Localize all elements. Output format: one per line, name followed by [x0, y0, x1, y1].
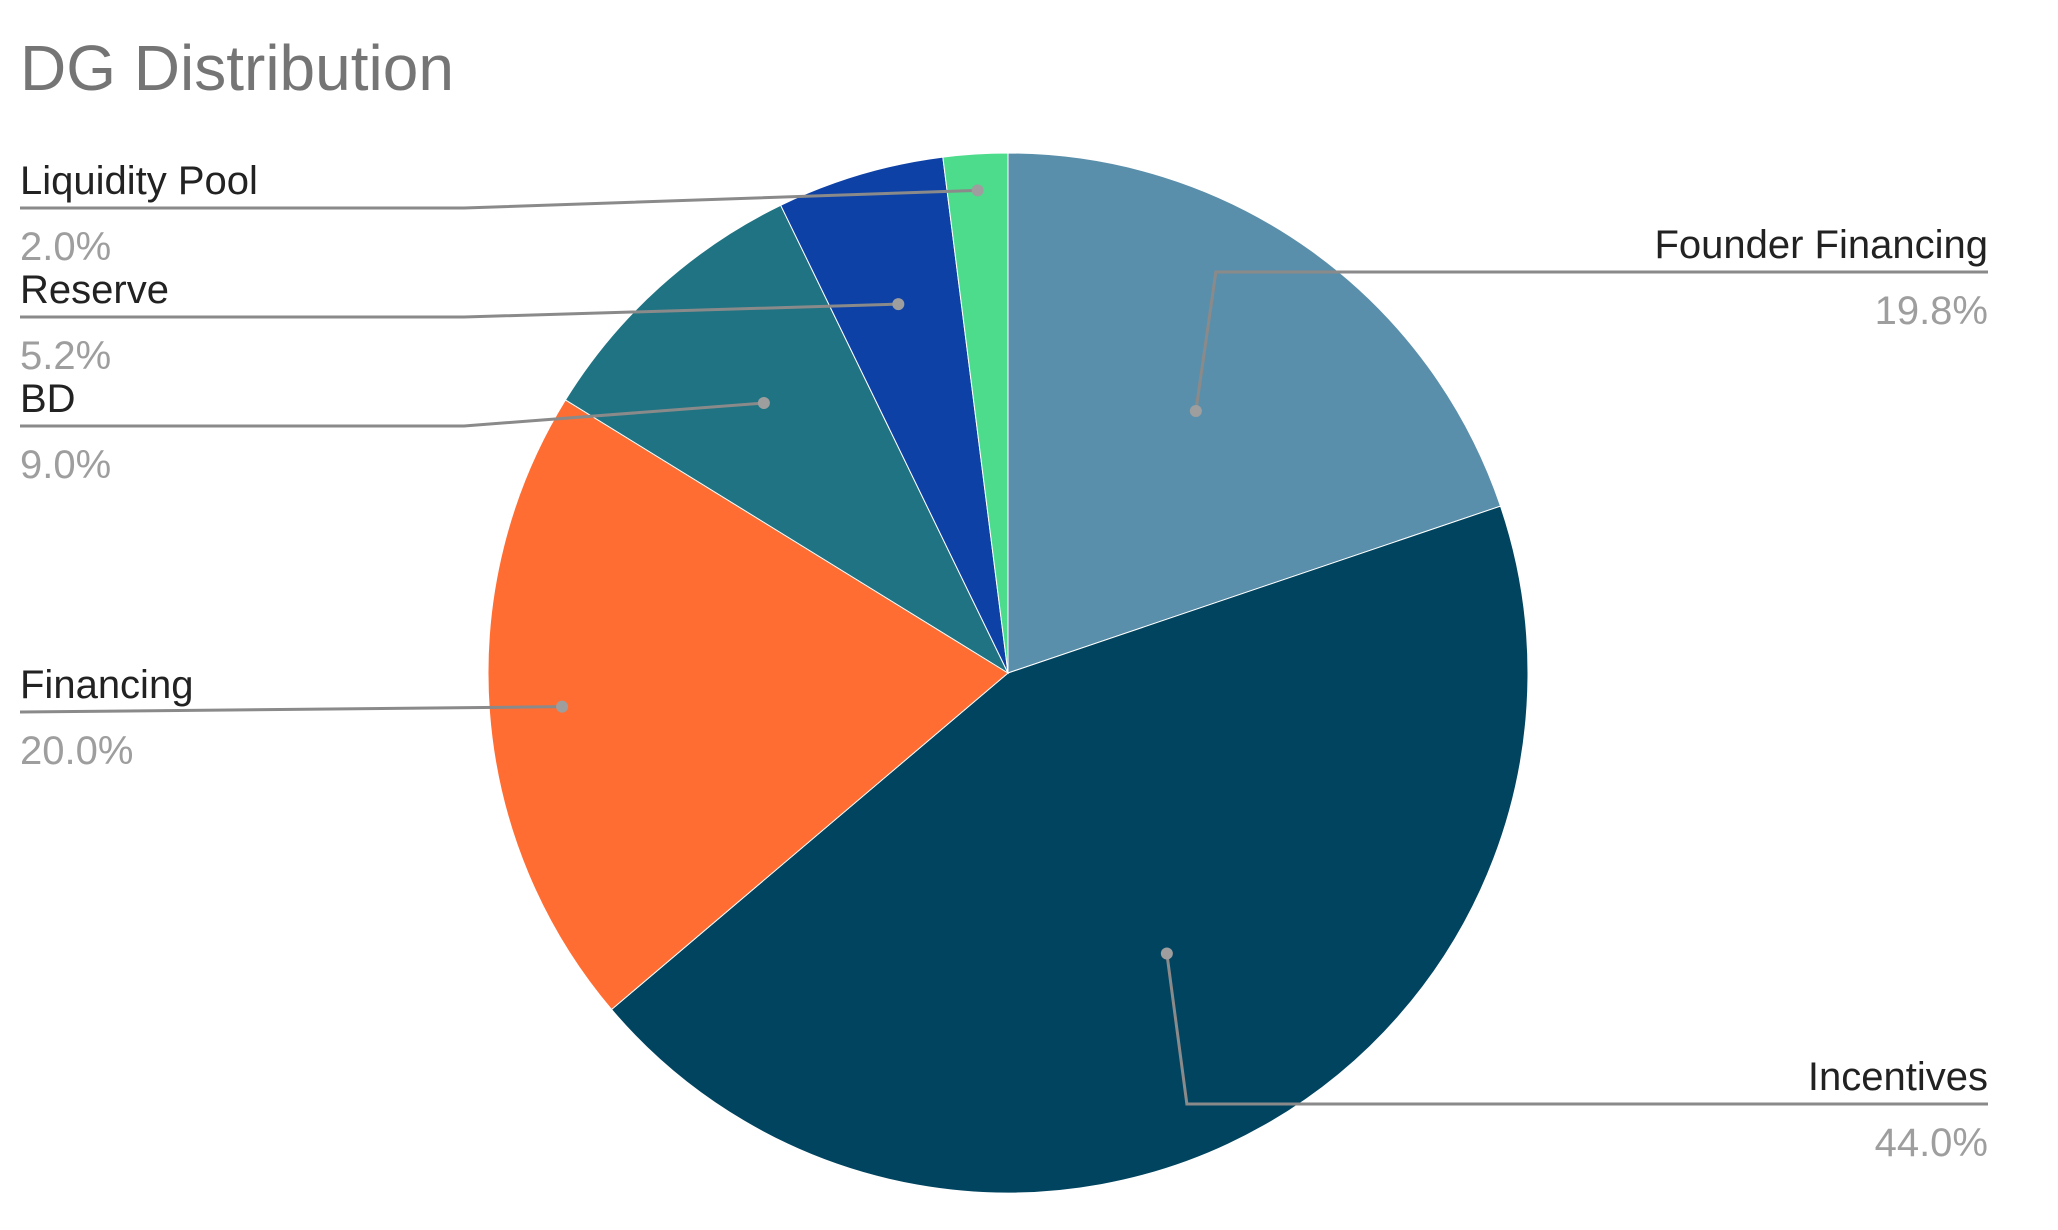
- leader-line-reserve: [20, 302, 899, 319]
- pie-slices: [487, 152, 1529, 1194]
- slice-label-founder-financing: Founder Financing: [1654, 223, 1988, 267]
- slice-percent-reserve: 5.2%: [20, 334, 111, 378]
- slice-percent-bd: 9.0%: [20, 443, 111, 487]
- slice-label-incentives: Incentives: [1808, 1055, 1988, 1099]
- pie-slice-liquidity-pool: [942, 152, 1009, 674]
- pie-slice-incentives: [610, 505, 1529, 1194]
- leader-line-bd: [20, 401, 764, 428]
- pie-slice-reserve: [780, 156, 1009, 674]
- leader-dot-incentives: [1160, 947, 1173, 960]
- leader-dot-financing: [556, 700, 569, 713]
- pie-slice-founder-financing: [1007, 152, 1502, 674]
- slice-percent-incentives: 44.0%: [1875, 1121, 1988, 1165]
- leader-dot-liquidity-pool: [971, 184, 984, 197]
- slice-label-bd: BD: [20, 377, 76, 421]
- slice-percent-financing: 20.0%: [20, 729, 133, 773]
- leader-line-incentives: [1165, 953, 1988, 1106]
- slice-percent-founder-financing: 19.8%: [1875, 289, 1988, 333]
- pie-slice-financing: [487, 399, 1009, 1011]
- slice-label-financing: Financing: [20, 663, 193, 707]
- chart-title: DG Distribution: [20, 32, 454, 104]
- leader-dot-reserve: [892, 298, 905, 311]
- slice-labels: Founder Financing 19.8% Incentives 44.0% Fin…: [20, 159, 1988, 1165]
- slice-percent-liquidity-pool: 2.0%: [20, 225, 111, 269]
- pie-slice-bd: [564, 204, 1010, 675]
- leader-line-founder-financing: [1194, 270, 1988, 412]
- leader-dot-founder-financing: [1189, 404, 1202, 417]
- leader-lines: [19, 184, 1988, 1106]
- leader-dot-bd: [757, 397, 770, 410]
- slice-label-liquidity-pool: Liquidity Pool: [20, 159, 258, 203]
- slice-label-reserve: Reserve: [20, 268, 169, 312]
- leader-line-financing: [19, 705, 563, 714]
- leader-line-liquidity-pool: [20, 188, 978, 210]
